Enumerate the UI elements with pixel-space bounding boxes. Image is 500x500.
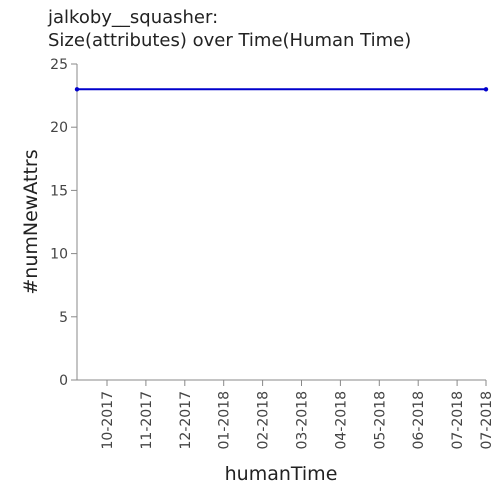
y-tick-label: 5 xyxy=(59,310,68,326)
x-tick-label: 02-2018 xyxy=(256,391,272,450)
x-tick-label: 04-2018 xyxy=(333,391,349,450)
y-tick-label: 10 xyxy=(50,247,68,263)
chart-title-line2: Size(attributes) over Time(Human Time) xyxy=(48,30,412,51)
x-tick-label: 07-2018 xyxy=(479,391,495,450)
y-axis-title: #numNewAttrs xyxy=(20,149,42,294)
chart-title-line1: jalkoby__squasher: xyxy=(48,7,219,28)
series-layer xyxy=(74,87,489,92)
x-tick-label: 12-2017 xyxy=(178,391,194,450)
x-tick-label: 11-2017 xyxy=(139,391,155,450)
x-tick-label: 05-2018 xyxy=(372,391,388,450)
y-axis: 0 5 10 15 20 25 xyxy=(50,57,78,389)
x-axis-title: humanTime xyxy=(225,463,338,485)
y-tick-label: 0 xyxy=(59,373,68,389)
chart-title: jalkoby__squasher: Size(attributes) over … xyxy=(48,6,411,52)
x-tick-label: 07-2018 xyxy=(450,391,466,450)
x-tick-label: 01-2018 xyxy=(217,391,233,450)
data-point xyxy=(74,87,80,92)
y-tick-label: 15 xyxy=(50,183,68,199)
x-tick-label: 06-2018 xyxy=(411,391,427,450)
x-tick-label: 10-2017 xyxy=(100,391,116,450)
x-tick-label: 03-2018 xyxy=(295,391,311,450)
data-point xyxy=(483,87,489,92)
y-tick-label: 20 xyxy=(50,120,68,136)
y-tick-label: 25 xyxy=(50,57,68,73)
x-axis: 10-2017 11-2017 12-2017 01-2018 02-2018 03-20… xyxy=(77,379,495,450)
